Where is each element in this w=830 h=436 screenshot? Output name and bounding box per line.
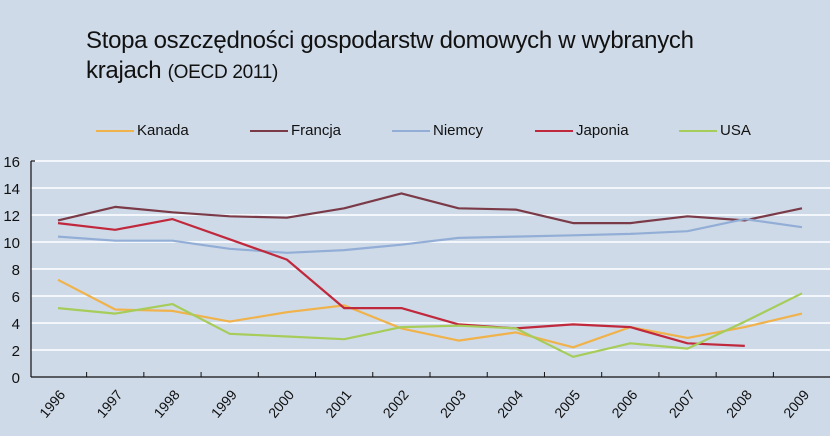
x-tick-label: 1997 (93, 386, 125, 420)
x-tick-label: 1998 (150, 386, 182, 420)
legend-swatch (250, 129, 288, 132)
legend-label: Francja (291, 122, 342, 139)
y-tick-label: 8 (12, 262, 20, 279)
series-line-kanada (57, 278, 803, 349)
x-tick-label: 2001 (322, 386, 354, 420)
y-tick-label: 16 (3, 154, 20, 171)
title-line-1: Stopa oszczędności gospodarstw domowych … (86, 27, 694, 54)
series-line-francja (57, 192, 803, 225)
legend-swatch (535, 129, 573, 132)
x-tick-label: 2008 (723, 386, 755, 420)
y-tick-label: 2 (12, 343, 20, 360)
y-tick-label: 4 (12, 316, 20, 333)
y-tick-label: 14 (3, 181, 20, 198)
title-line-2: krajach (OECD 2011) (86, 56, 694, 88)
y-tick-label: 12 (3, 208, 20, 225)
y-tick-label: 10 (3, 235, 20, 252)
x-tick-label: 2003 (437, 386, 469, 420)
legend-item-japonia: Japonia (535, 122, 629, 139)
legend-swatch (392, 129, 430, 132)
x-tick-label: 2002 (379, 386, 411, 420)
x-tick-label: 2009 (780, 386, 812, 420)
x-tick-label: 1999 (208, 386, 240, 420)
title-source: (OECD 2011) (167, 62, 279, 83)
legend-label: Niemcy (433, 122, 484, 139)
legend-swatch (96, 129, 134, 132)
series-line-usa (57, 292, 803, 358)
legend-label: USA (720, 122, 751, 139)
legend-label: Kanada (137, 122, 189, 139)
legend-label: Japonia (576, 122, 629, 139)
y-tick-label: 6 (12, 289, 20, 306)
series-line-niemcy (57, 218, 803, 254)
x-tick-label: 2000 (265, 386, 297, 420)
chart-title: Stopa oszczędności gospodarstw domowych … (86, 26, 694, 88)
x-tick-label: 1996 (36, 386, 68, 420)
x-tick-label: 2006 (608, 386, 640, 420)
x-tick-label: 2007 (666, 386, 698, 420)
legend-swatch (679, 129, 717, 132)
legend: Kanada Francja Niemcy Japonia USA (0, 122, 830, 142)
legend-item-niemcy: Niemcy (392, 122, 483, 139)
title-line-2-text: krajach (86, 57, 162, 84)
legend-item-kanada: Kanada (96, 122, 189, 139)
legend-item-usa: USA (679, 122, 751, 139)
legend-item-francja: Francja (250, 122, 341, 139)
y-tick-label: 0 (12, 370, 20, 387)
x-tick-label: 2004 (494, 386, 526, 420)
series-line-japonia (57, 218, 745, 347)
x-tick-label: 2005 (551, 386, 583, 420)
